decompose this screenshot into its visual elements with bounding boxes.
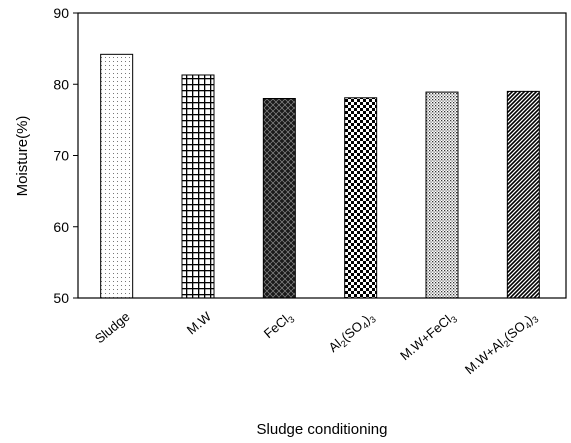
y-tick-label: 70 [53,148,69,164]
bar-m-w-al2-so4-3 [506,90,540,299]
bar-al2-so4-3 [344,97,378,299]
x-tick-label: FeCl3 [261,309,297,343]
x-tick-label: M.W+Al2(SO4)3 [462,309,541,379]
x-tick-label: M.W [184,308,215,337]
x-axis-label: Sludge conditioning [257,421,388,438]
x-tick-label: Sludge [92,309,133,347]
bars-layer [100,53,540,299]
y-axis-label: Moisture(%) [14,116,31,197]
y-axis: 50 60 70 80 90 [53,5,78,306]
y-tick-label: 60 [53,219,69,235]
bar-fecl3 [262,98,296,299]
bar-m-w-fecl3 [425,91,459,299]
bar-m-w [181,74,215,299]
x-axis: Sludge M.W FeCl3 Al2(SO4)3 M.W+FeCl3M.W+Al2(… [92,308,541,379]
y-tick-label: 90 [53,5,69,21]
bar-sludge [100,53,134,299]
x-tick-label: Al2(SO4)3 [326,309,378,357]
y-tick-label: 50 [53,290,69,306]
x-tick-label: M.W+FeCl3 [397,309,459,365]
plot-frame [77,12,567,299]
y-tick-label: 80 [53,76,69,92]
